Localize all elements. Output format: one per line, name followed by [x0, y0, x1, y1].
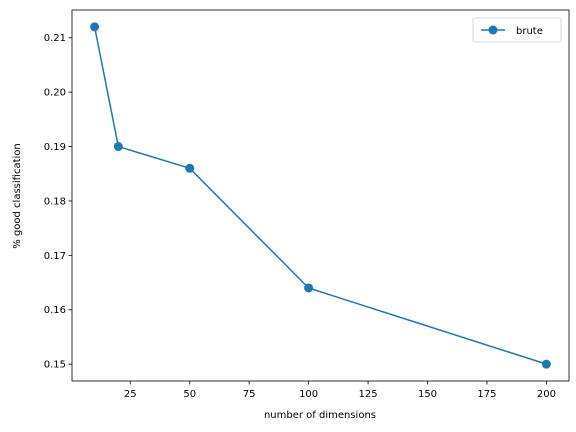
plot-frame — [71, 9, 570, 382]
x-tick-label: 75 — [243, 389, 256, 400]
legend-box — [472, 17, 562, 43]
y-tick-label: 0.17 — [44, 251, 66, 262]
x-tick-label: 100 — [299, 389, 318, 400]
y-tick-label: 0.15 — [44, 360, 66, 371]
data-point — [113, 142, 123, 152]
legend-marker — [488, 25, 498, 35]
x-tick-label: 125 — [359, 389, 378, 400]
legend-label-brute: brute — [516, 26, 543, 37]
x-tick-label: 25 — [124, 389, 137, 400]
y-tick-label: 0.20 — [44, 88, 66, 99]
y-axis-label: % good classification — [12, 143, 23, 248]
data-point — [304, 283, 314, 293]
y-tick-label: 0.21 — [44, 33, 66, 44]
y-tick-label: 0.19 — [44, 142, 66, 153]
y-tick-label: 0.16 — [44, 305, 66, 316]
y-axis-ticks: 0.15 0.16 0.17 0.18 0.19 0.20 0.21 — [44, 33, 72, 371]
data-point — [90, 22, 100, 32]
plot-area — [72, 10, 569, 381]
x-axis-label: number of dimensions — [264, 410, 376, 421]
data-point — [185, 163, 195, 173]
data-point — [541, 359, 551, 369]
x-tick-label: 150 — [418, 389, 437, 400]
series-layer — [90, 22, 551, 369]
legend: brute — [472, 17, 562, 43]
x-tick-label: 200 — [537, 389, 556, 400]
y-tick-label: 0.18 — [44, 196, 66, 207]
x-tick-label: 175 — [477, 389, 496, 400]
x-tick-label: 50 — [183, 389, 196, 400]
x-axis-ticks: 25 50 75 100 125 150 175 200 — [124, 381, 556, 400]
